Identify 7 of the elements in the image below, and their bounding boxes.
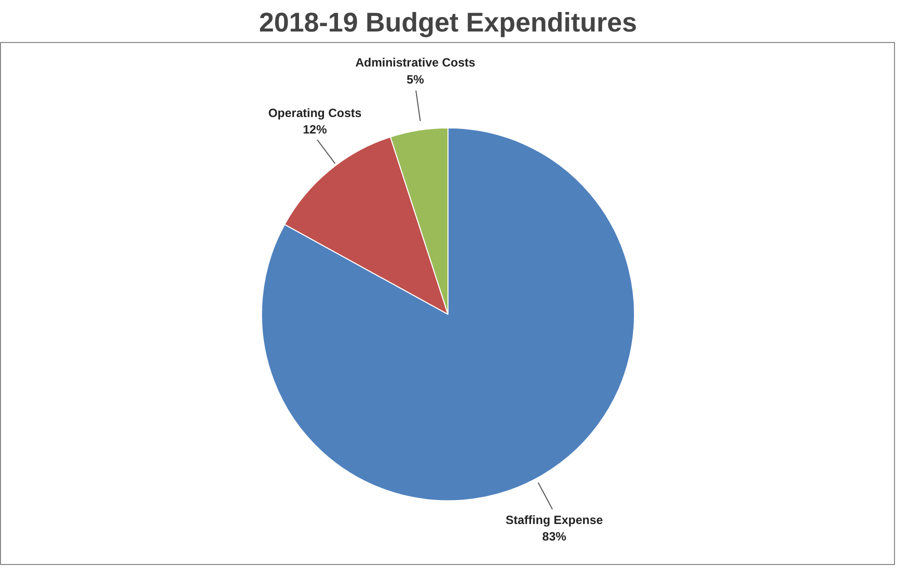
slice-label: Operating Costs [268,106,362,120]
chart-title: 2018-19 Budget Expenditures [258,8,638,38]
data-label: 12% [302,122,328,137]
data-label: 83% [542,530,567,544]
slice-label: Staffing Expense [506,512,604,527]
data-label: 5% [406,72,424,87]
slice-label: Administrative Costs [355,56,476,70]
